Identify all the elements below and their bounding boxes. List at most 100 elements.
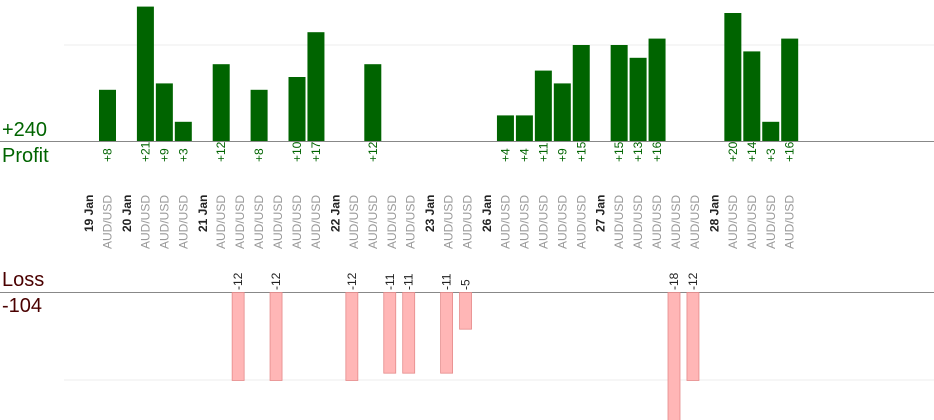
loss-value-label: -11 [440,273,454,290]
pair-label: AUD/USD [290,195,304,249]
profit-value-label: +20 [726,141,740,162]
loss-bar [686,292,700,381]
loss-bar [269,292,283,381]
profit-bar [534,70,552,141]
loss-value-label: -11 [402,273,416,290]
date-label: 19 Jan [82,195,96,232]
pair-label: AUD/USD [233,195,247,249]
profit-value-label: +17 [309,141,323,162]
pair-label: AUD/USD [442,195,456,249]
labels-layer: 19 Jan AUD/USD +8 20 Jan AUD/USD +21 AUD/USD +9… [82,141,797,290]
profit-value-label: +15 [612,141,626,162]
pair-label: AUD/USD [555,195,569,249]
profit-total: +240 [2,119,48,141]
profit-bar [515,115,533,141]
profit-value-label: +16 [650,141,664,162]
pair-label: AUD/USD [271,195,285,249]
pair-label: AUD/USD [612,195,626,249]
pair-label: AUD/USD [404,195,418,249]
date-label: 20 Jan [120,195,134,232]
pair-label: AUD/USD [157,195,171,249]
pair-label: AUD/USD [101,195,115,249]
profit-bar [496,115,514,141]
pair-label: AUD/USD [214,195,228,249]
profit-value-label: +9 [555,148,569,162]
pair-label: AUD/USD [517,195,531,249]
profit-value-label: +11 [536,142,550,162]
loss-value-label: -12 [345,272,359,290]
profit-bar [99,89,116,141]
profit-value-label: +12 [214,141,228,162]
pair-label: AUD/USD [688,195,702,249]
profit-bar [155,83,173,141]
profit-value-label: +10 [290,141,304,162]
pair-label: AUD/USD [745,195,759,249]
loss-label: Loss [2,269,45,291]
loss-value-label: -12 [269,272,283,290]
profit-bar [364,64,382,141]
loss-bar [440,292,454,374]
pair-label: AUD/USD [650,195,664,249]
profit-value-label: +9 [157,148,171,162]
pair-label: AUD/USD [347,195,361,249]
pair-label: AUD/USD [138,195,152,249]
loss-value-label: -11 [383,273,397,290]
pair-label: AUD/USD [176,195,190,249]
profit-bar [743,51,761,141]
profit-bar [212,64,230,141]
profit-bar [174,121,192,141]
profit-bar [724,13,742,141]
profit-bar [610,45,628,141]
pair-label: AUD/USD [309,195,323,249]
profit-bar [553,83,571,141]
profit-value-label: +8 [101,148,115,162]
profit-value-label: +4 [498,148,512,162]
pair-label: AUD/USD [252,195,266,249]
pair-label: AUD/USD [574,195,588,249]
profit-bar [648,38,666,141]
profit-value-label: +14 [745,141,759,162]
date-label: 21 Jan [196,195,210,232]
pair-label: AUD/USD [461,195,475,249]
bars-layer [99,6,799,420]
profit-value-label: +12 [366,141,380,162]
loss-bar [459,292,472,330]
date-label: 26 Jan [480,195,494,232]
profit-bar [572,45,590,141]
pair-label: AUD/USD [783,195,797,249]
profit-value-label: +13 [631,141,645,162]
profit-bar [288,77,306,141]
date-label: 22 Jan [328,195,342,232]
profit-label: Profit [2,145,49,167]
loss-value-label: -12 [231,272,245,290]
loss-bar [345,292,359,381]
pair-label: AUD/USD [631,195,645,249]
profit-value-label: +4 [517,148,531,162]
date-label: 28 Jan [707,195,721,232]
pair-label: AUD/USD [764,195,778,249]
profit-value-label: +3 [176,148,190,162]
pair-label: AUD/USD [536,195,550,249]
loss-value-label: -5 [459,279,473,290]
profit-value-label: +21 [138,141,152,162]
profit-bar [762,121,780,141]
loss-total: -104 [2,295,43,317]
profit-bar [136,6,154,141]
profit-value-label: +15 [574,141,588,162]
profit-bar [781,38,799,141]
pair-label: AUD/USD [726,195,740,249]
pair-label: AUD/USD [498,195,512,249]
pair-label: AUD/USD [669,195,683,249]
loss-value-label: -18 [667,272,681,290]
profit-bar [629,57,647,141]
profit-value-label: +8 [252,148,266,162]
profit-value-label: +3 [764,148,778,162]
loss-bar [402,292,416,374]
loss-value-label: -12 [686,272,700,290]
loss-bar [667,292,681,420]
pair-label: AUD/USD [385,195,399,249]
profit-bar [250,89,268,141]
pair-label: AUD/USD [366,195,380,249]
profit-bar [307,32,325,142]
